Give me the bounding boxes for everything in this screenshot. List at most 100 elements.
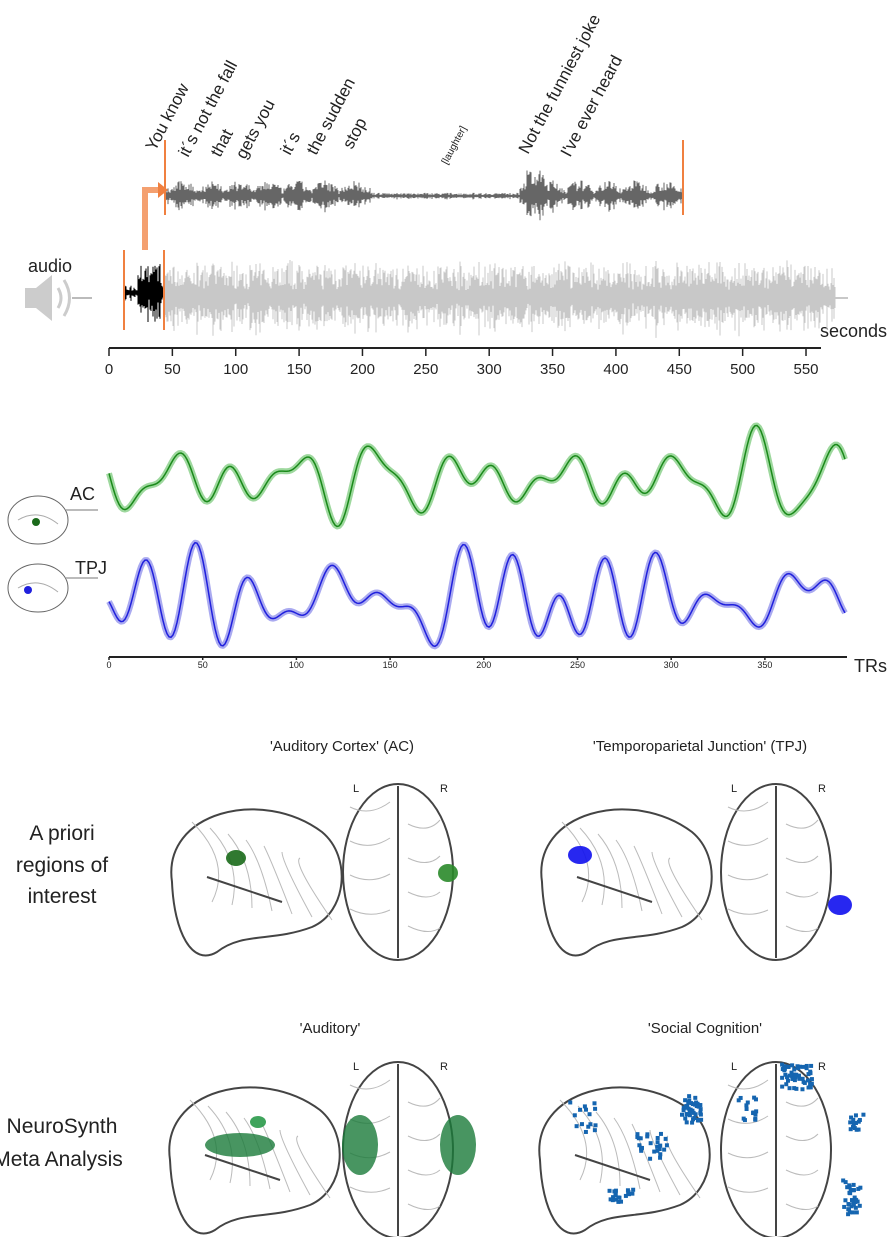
activation xyxy=(754,1097,758,1101)
activation xyxy=(699,1113,703,1117)
transcript-word: Not the funniest joke xyxy=(515,11,605,157)
hemisphere-label: L xyxy=(731,783,737,795)
activation xyxy=(696,1119,700,1123)
activation xyxy=(342,1115,378,1175)
activation xyxy=(852,1188,856,1192)
activation xyxy=(858,1204,862,1208)
activation xyxy=(683,1116,687,1120)
activation xyxy=(810,1082,814,1086)
activation xyxy=(808,1070,812,1074)
activation xyxy=(440,1115,476,1175)
activation xyxy=(662,1148,666,1152)
activation xyxy=(796,1066,800,1070)
audio-label: audio xyxy=(28,256,72,276)
activation xyxy=(783,1067,787,1071)
transcript-word: [laughter] xyxy=(440,124,469,166)
activation xyxy=(852,1203,856,1207)
tick-label: 200 xyxy=(476,660,491,670)
activation xyxy=(809,1064,813,1068)
axis-label: TRs xyxy=(854,656,887,676)
tick-label: 300 xyxy=(664,660,679,670)
row-label: regions of xyxy=(16,854,108,877)
activation xyxy=(226,850,246,866)
activation xyxy=(845,1185,849,1189)
activation xyxy=(855,1128,859,1132)
activation xyxy=(687,1107,691,1111)
activation xyxy=(665,1143,669,1147)
waveform xyxy=(166,170,682,220)
activation xyxy=(630,1192,634,1196)
tick-label: 450 xyxy=(667,361,692,378)
activation xyxy=(608,1189,612,1193)
activation xyxy=(693,1096,697,1100)
activation xyxy=(612,1189,616,1193)
tick-label: 0 xyxy=(105,361,113,378)
roi-dot xyxy=(24,586,32,594)
map-title: 'Social Cognition' xyxy=(648,1020,762,1037)
activation xyxy=(631,1188,635,1192)
activation xyxy=(687,1098,691,1102)
activation xyxy=(588,1112,592,1116)
activation xyxy=(648,1157,652,1161)
activation xyxy=(854,1198,858,1202)
activation xyxy=(844,1180,848,1184)
activation xyxy=(854,1113,858,1117)
activation xyxy=(856,1187,860,1191)
activation xyxy=(658,1144,662,1148)
activation xyxy=(843,1198,847,1202)
tick-label: 400 xyxy=(603,361,628,378)
activation xyxy=(658,1152,662,1156)
activation xyxy=(690,1121,694,1125)
activation xyxy=(828,895,852,915)
hemisphere-label: R xyxy=(440,1061,448,1073)
activation xyxy=(685,1120,689,1124)
tick-label: 150 xyxy=(383,660,398,670)
activation xyxy=(780,1085,784,1089)
timecourse-band xyxy=(109,543,845,647)
waveform xyxy=(165,260,835,338)
timecourse-band xyxy=(109,426,845,527)
activation xyxy=(739,1096,743,1100)
activation xyxy=(205,1133,275,1157)
activation xyxy=(788,1086,792,1090)
activation xyxy=(742,1117,746,1121)
row-label: Meta Analysis xyxy=(0,1148,123,1171)
activation xyxy=(626,1190,630,1194)
transcript-word: that xyxy=(207,126,237,160)
activation xyxy=(680,1113,684,1117)
activation xyxy=(656,1140,660,1144)
tick-label: 250 xyxy=(570,660,585,670)
tick-label: 550 xyxy=(793,361,818,378)
activation xyxy=(645,1132,649,1136)
region-label: AC xyxy=(70,484,95,504)
tick-label: 50 xyxy=(164,361,181,378)
brain-sagittal xyxy=(541,809,711,955)
tick-label: 100 xyxy=(223,361,248,378)
activation xyxy=(616,1195,620,1199)
roi-dot xyxy=(32,518,40,526)
activation xyxy=(692,1116,696,1120)
activation xyxy=(694,1101,698,1105)
activation xyxy=(784,1082,788,1086)
tick-label: 350 xyxy=(757,660,772,670)
activation xyxy=(851,1125,855,1129)
activation xyxy=(851,1118,855,1122)
activation xyxy=(847,1191,851,1195)
brain-icon xyxy=(8,564,68,612)
map-title: 'Auditory Cortex' (AC) xyxy=(270,738,414,755)
activation xyxy=(847,1207,851,1211)
activation xyxy=(842,1205,846,1209)
activation xyxy=(692,1111,696,1115)
activation xyxy=(652,1150,656,1154)
activation xyxy=(438,864,458,882)
hemisphere-label: R xyxy=(818,783,826,795)
arrow xyxy=(145,190,160,250)
row-label: A priori xyxy=(29,822,94,845)
activation xyxy=(580,1122,584,1126)
activation xyxy=(810,1077,814,1081)
waveform xyxy=(125,264,163,322)
activation xyxy=(786,1079,790,1083)
activation xyxy=(790,1063,794,1067)
activation xyxy=(687,1094,691,1098)
speaker-icon xyxy=(25,275,92,321)
